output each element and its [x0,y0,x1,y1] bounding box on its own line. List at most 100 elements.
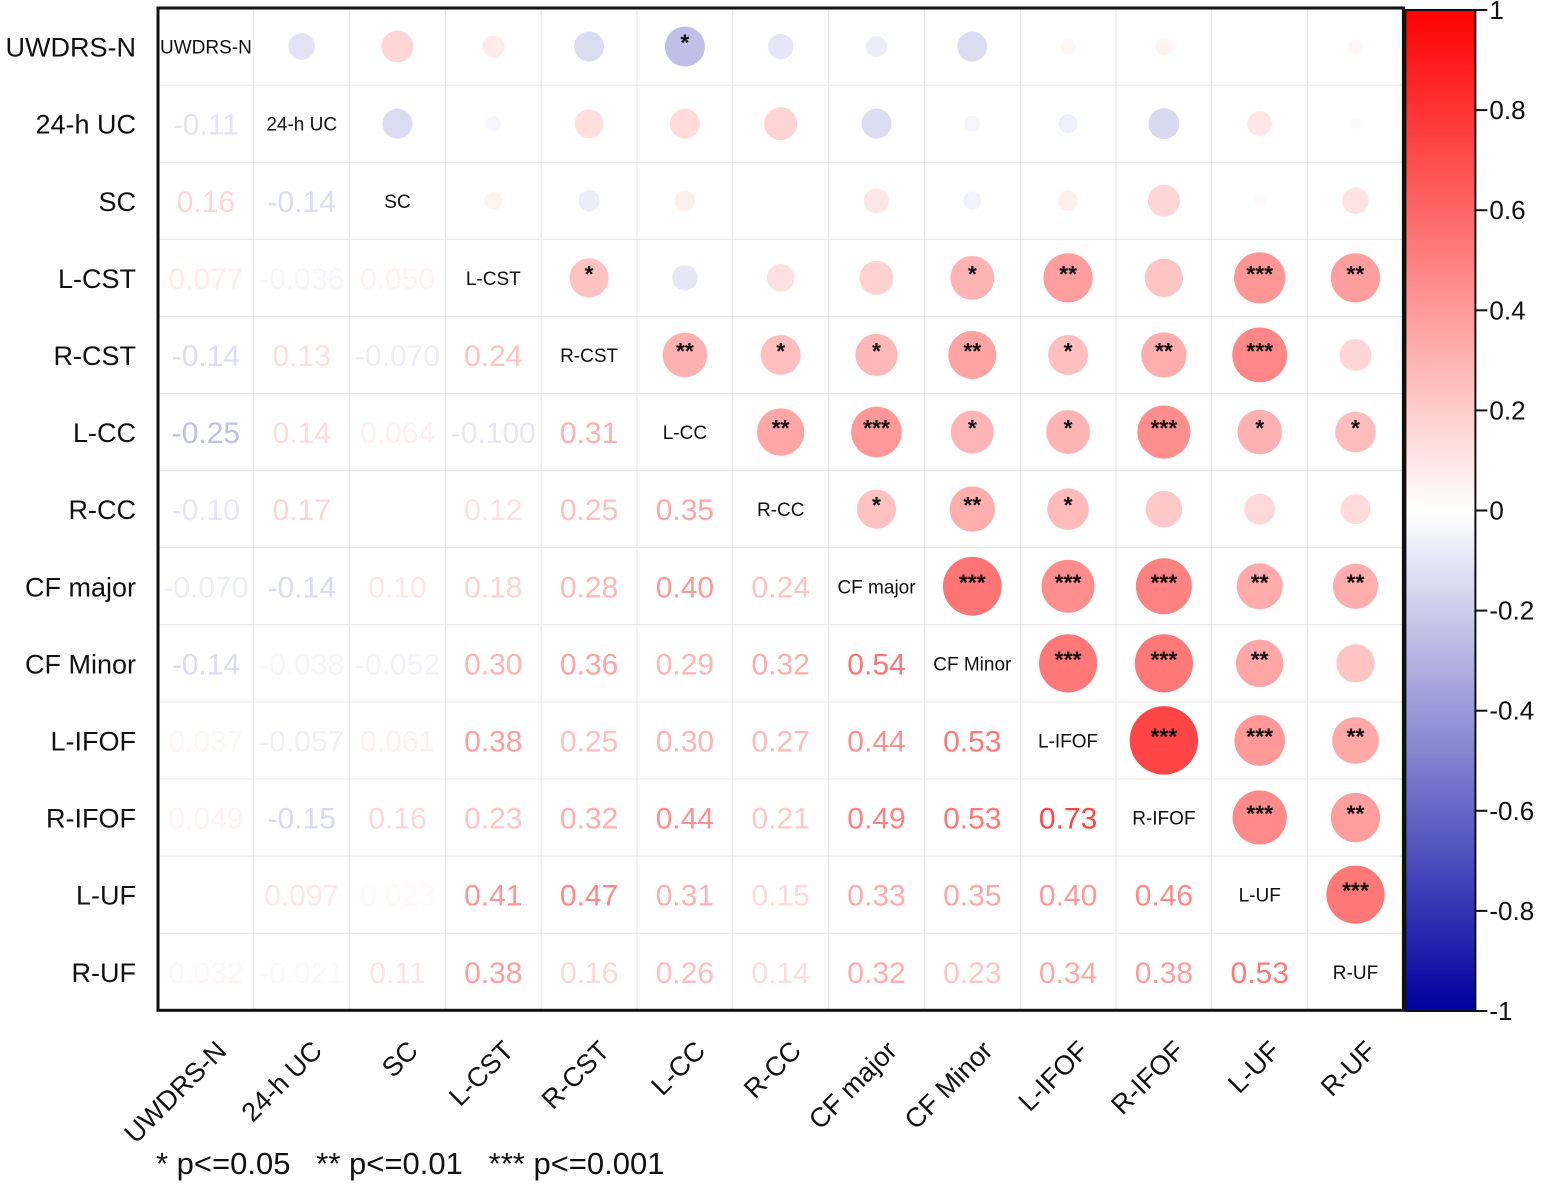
diagonal-label: R-CST [560,346,618,367]
correlation-circle [672,265,698,291]
correlation-value-label: 0.28 [560,571,618,604]
significance-stars: * [872,338,881,364]
correlation-value-label: 0.38 [464,957,522,990]
row-label: L-CST [58,264,136,294]
diagonal-label: L-CC [663,423,707,444]
correlation-circle [1335,411,1376,453]
correlation-circle [1349,117,1362,130]
correlation-value-label: 0.30 [464,648,522,681]
correlation-circle [757,408,805,456]
correlation-circle [1340,494,1371,525]
correlation-value-label: -0.14 [268,186,336,219]
row-label: L-CC [73,418,136,448]
correlation-value-label: -0.10 [172,494,240,527]
correlation-circle [669,108,700,139]
correlation-circle [574,109,604,139]
row-label: UWDRS-N [6,33,136,63]
diagonal-label: L-UF [1239,886,1281,907]
correlation-circle [855,333,898,377]
correlation-circle [1342,187,1369,215]
correlation-value-label: 0.53 [943,803,1001,836]
row-label: CF major [25,572,136,602]
correlation-value-label: 0.097 [264,880,339,913]
correlation-value-label: 0.050 [360,263,435,296]
correlation-circle [1232,327,1288,383]
significance-stars: ** [1347,801,1365,827]
correlation-circle [1339,338,1372,371]
correlation-value-label: 0.15 [752,880,810,913]
colorbar-tick-label: -0.6 [1489,796,1534,826]
correlation-value-label: 0.44 [656,803,714,836]
significance-stars: ** [1347,723,1365,749]
significance-stars: ** [1347,261,1365,287]
correlation-circle [1348,39,1363,54]
column-label: L-IFOF [1013,1035,1095,1117]
colorbar-tick-label: 0 [1489,496,1503,526]
row-label: SC [98,187,136,217]
significance-stars: *** [1246,723,1273,749]
colorbar-tick-label: -1 [1489,996,1512,1026]
correlation-value-label: 0.53 [1231,957,1289,990]
correlation-circle [578,190,600,212]
significance-stars: * [776,338,785,364]
correlation-value-label: 0.061 [360,725,435,758]
correlation-value-label: 0.32 [560,803,618,836]
correlation-value-label: 0.23 [943,957,1001,990]
correlation-value-label: 0.27 [752,725,810,758]
column-label: L-UF [1222,1035,1286,1099]
significance-stars: ** [1155,338,1173,364]
correlation-value-label: 0.26 [656,957,714,990]
correlation-value-label: -0.036 [259,263,344,296]
significance-stars: *** [1246,261,1273,287]
significance-stars: ** [963,338,981,364]
correlation-circle [485,116,501,132]
significance-stars: *** [1055,646,1082,672]
correlation-value-label: 0.18 [464,571,522,604]
correlation-circle [851,406,902,458]
correlation-circle [1247,111,1273,137]
diagonal-label: CF Minor [933,654,1012,675]
correlation-value-label: 0.037 [168,725,243,758]
colorbar-tick-label: 0.4 [1489,295,1525,325]
correlation-circle [1155,37,1173,56]
correlation-circle [1326,865,1385,924]
significance-stars: * [680,30,689,56]
correlation-value-label: 0.40 [1039,880,1097,913]
correlation-circle [1234,715,1285,766]
correlation-circle [381,30,414,63]
correlation-value-label: 0.25 [560,725,618,758]
correlation-circle [1236,563,1283,610]
correlation-value-label: 0.35 [656,494,714,527]
correlation-circle [1330,792,1381,843]
row-label: L-IFOF [51,726,137,756]
correlation-value-label: 0.29 [656,648,714,681]
correlation-circle [768,33,794,60]
correlation-value-label: -0.100 [451,417,536,450]
diagonal-label: R-CC [757,500,805,521]
diagonal-label: SC [384,192,410,213]
column-label: 24-h UC [236,1035,328,1127]
correlation-value-label: 0.47 [560,880,618,913]
significance-stars: ** [676,338,694,364]
significance-stars: ** [1059,261,1077,287]
colorbar-tick-label: -0.8 [1489,896,1534,926]
correlation-circle [1048,334,1089,375]
correlation-circle [1253,194,1266,207]
correlation-circle [1237,409,1282,455]
correlation-value-label: 0.38 [464,725,522,758]
correlation-circle [1043,253,1093,303]
correlation-circle [1236,639,1284,688]
correlation-value-label: 0.34 [1039,957,1097,990]
correlation-value-label: 0.32 [752,648,810,681]
correlation-value-label: 0.049 [168,803,243,836]
column-label: CF major [803,1035,903,1135]
significance-stars: * [1255,415,1264,441]
correlation-circle [1234,252,1286,304]
correlation-value-label: 0.14 [752,957,810,990]
correlation-value-label: -0.15 [268,803,336,836]
correlation-value-label: 0.73 [1039,803,1097,836]
correlation-circle [288,33,315,60]
correlation-circle [766,263,795,292]
correlation-circle [1060,38,1076,55]
